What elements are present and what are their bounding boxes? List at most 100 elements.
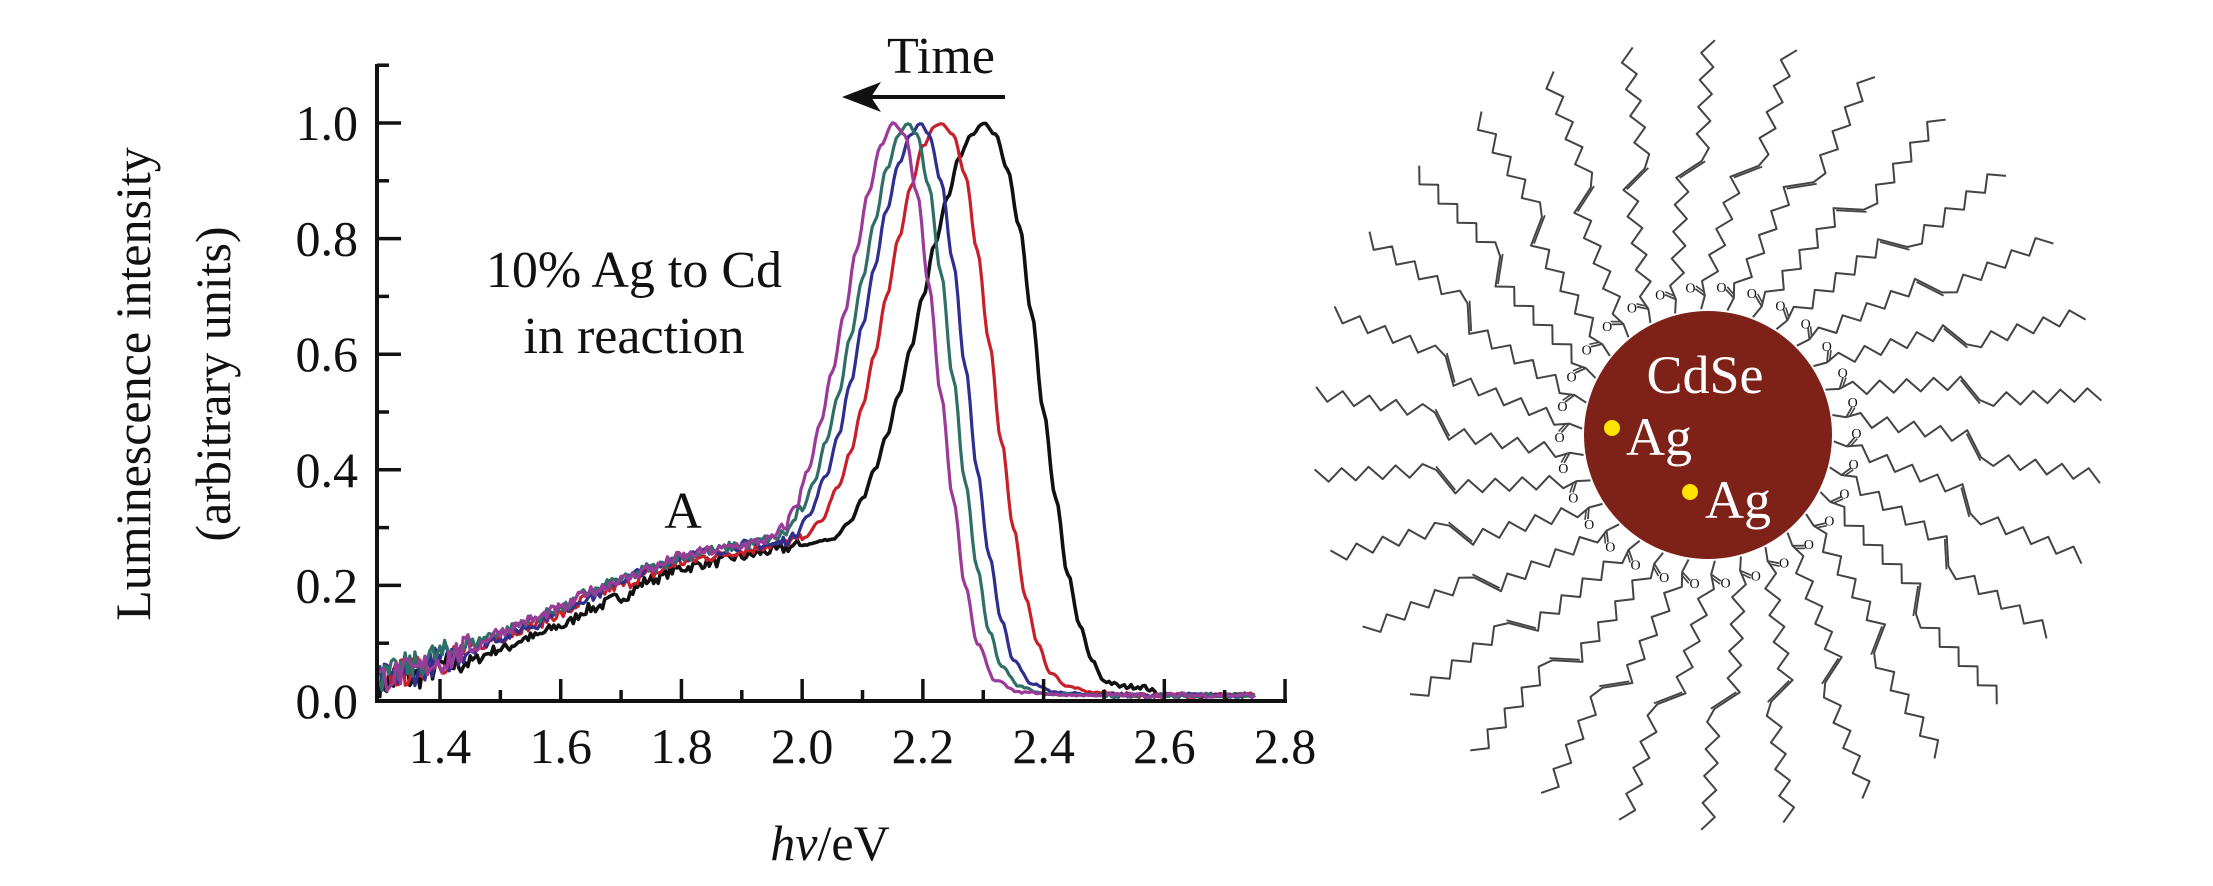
oleate-ligand: O: [1833, 427, 2083, 565]
x-tick-label: 1.8: [650, 718, 713, 774]
ag-dopant-dot-2: [1682, 484, 1698, 500]
oleate-ligand: O: [1685, 49, 1798, 310]
oleate-ligand: O: [1825, 367, 2103, 407]
cdse-label: CdSe: [1646, 345, 1763, 405]
x-tick-label: 2.2: [892, 718, 955, 774]
oxygen-atom-label: O: [1555, 431, 1565, 446]
series-layer: [377, 121, 1256, 700]
y-ticks: 0.0 0.2 0.4 0.6 0.8 1.0: [296, 63, 401, 729]
time-arrow-label: Time: [887, 28, 995, 85]
x-tick-label: 2.4: [1012, 718, 1075, 774]
x-tick-label: 2.8: [1254, 718, 1317, 774]
oxygen-atom-label: O: [1822, 340, 1832, 355]
oxygen-atom-label: O: [1804, 538, 1814, 553]
oxygen-atom-label: O: [1838, 367, 1848, 382]
series-line-t0: [377, 121, 1256, 700]
time-arrow-icon: [842, 82, 1005, 112]
oleate-ligand: O: [1796, 237, 2054, 347]
y-axis-title-line2: (arbitrary units): [185, 226, 241, 541]
oleate-ligand: O: [1368, 231, 1587, 415]
oxygen-atom-label: O: [1721, 576, 1731, 591]
oxygen-atom-label: O: [1557, 400, 1567, 415]
x-axis-title: hv/eV: [770, 815, 889, 871]
x-axis-title-symbol: hv: [770, 815, 818, 871]
oxygen-atom-label: O: [1716, 281, 1726, 296]
oleate-ligand: O: [1618, 560, 1731, 821]
oleate-ligand: O: [1362, 523, 1620, 633]
oleate-ligand: O: [1716, 76, 1876, 311]
oxygen-atom-label: O: [1631, 559, 1641, 574]
oxygen-atom-label: O: [1566, 371, 1576, 386]
oxygen-atom-label: O: [1568, 491, 1578, 506]
oxygen-atom-label: O: [1849, 458, 1859, 473]
oxygen-atom-label: O: [1558, 462, 1568, 477]
oleate-ligand: O: [1655, 39, 1716, 314]
oleate-ligand: O: [1333, 305, 1583, 446]
condition-label-line2: in reaction: [524, 308, 745, 365]
x-axis-title-unit: /eV: [818, 815, 890, 871]
oxygen-atom-label: O: [1655, 289, 1665, 304]
oxygen-atom-label: O: [1582, 343, 1592, 358]
oxygen-atom-label: O: [1605, 541, 1615, 556]
oleate-ligand: O: [1418, 165, 1597, 386]
oxygen-atom-label: O: [1848, 396, 1858, 411]
oleate-ligand: O: [1700, 556, 1761, 831]
oleate-ligand: O: [1775, 173, 2007, 330]
ag-label-2: Ag: [1705, 470, 1771, 530]
series-line-t3: [378, 122, 1256, 700]
x-ticks: 1.4 1.6 1.8 2.0 2.2 2.4 2.6 2.8: [409, 679, 1317, 774]
y-tick-label: 0.6: [296, 326, 359, 382]
luminescence-chart: 1.4 1.6 1.8 2.0 2.2 2.4 2.6 2.8 0.0 0.2 0.4 0.6 0.8…: [105, 28, 1316, 871]
oleate-ligand: O: [1620, 46, 1652, 324]
oleate-ligand: O: [1832, 396, 2101, 484]
x-tick-label: 1.4: [409, 718, 472, 774]
oxygen-atom-label: O: [1751, 569, 1761, 584]
oxygen-atom-label: O: [1602, 320, 1612, 335]
oleate-ligand: O: [1470, 552, 1669, 752]
x-tick-label: 1.6: [529, 718, 592, 774]
ag-dopant-dot-1: [1604, 420, 1620, 436]
oleate-ligand: O: [1476, 111, 1611, 358]
oxygen-atom-label: O: [1779, 556, 1789, 571]
oxygen-atom-label: O: [1839, 487, 1849, 502]
oxygen-atom-label: O: [1690, 577, 1700, 592]
oxygen-atom-label: O: [1685, 282, 1695, 297]
oleate-ligand: O: [1819, 487, 1998, 705]
y-tick-label: 0.8: [296, 211, 359, 267]
oxygen-atom-label: O: [1851, 427, 1861, 442]
oleate-ligand: O: [1540, 559, 1700, 794]
oxygen-atom-label: O: [1627, 302, 1637, 317]
series-line-t2: [378, 122, 1256, 700]
oleate-ligand: O: [1764, 546, 1796, 824]
series-line-t1: [378, 122, 1256, 700]
oleate-ligand: O: [1313, 463, 1591, 506]
oxygen-atom-label: O: [1801, 317, 1811, 332]
oleate-ligand: O: [1329, 502, 1603, 561]
x-tick-label: 2.6: [1133, 718, 1196, 774]
oleate-ligand: O: [1786, 532, 1871, 799]
oleate-ligand: O: [1545, 71, 1630, 338]
oxygen-atom-label: O: [1584, 518, 1594, 533]
oleate-ligand: O: [1829, 458, 2048, 639]
oleate-ligand: O: [1315, 386, 1584, 477]
oxygen-atom-label: O: [1659, 571, 1669, 586]
cdse-nanocrystal: [1584, 311, 1832, 559]
feature-label-a: A: [664, 483, 702, 540]
y-tick-label: 0.2: [296, 557, 359, 613]
condition-label-line1: 10% Ag to Cd: [486, 242, 782, 299]
ag-label-1: Ag: [1626, 407, 1692, 467]
oleate-ligand: O: [1747, 118, 1946, 318]
y-tick-label: 0.4: [296, 442, 359, 498]
oxygen-atom-label: O: [1824, 515, 1834, 530]
y-tick-label: 0.0: [296, 673, 359, 729]
oxygen-atom-label: O: [1747, 287, 1757, 302]
x-tick-label: 2.0: [771, 718, 834, 774]
oleate-ligand: O: [1813, 309, 2087, 368]
series-line-t4: [378, 121, 1256, 700]
oleate-ligand: O: [1805, 513, 1940, 759]
oleate-ligand: O: [1409, 540, 1641, 697]
oxygen-atom-label: O: [1775, 299, 1785, 314]
